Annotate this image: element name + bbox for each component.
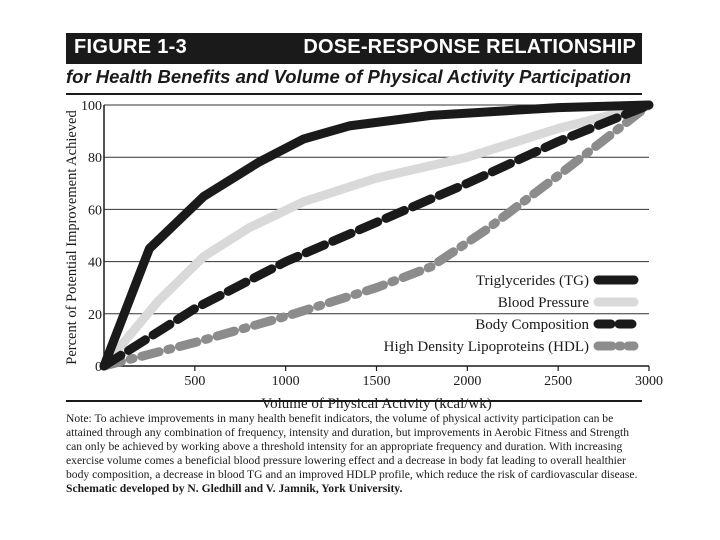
figure-title: DOSE-RESPONSE RELATIONSHIP xyxy=(303,36,636,58)
y-tick-label-40: 40 xyxy=(88,256,102,271)
y-tick-label-60: 60 xyxy=(88,203,102,218)
x-tick-label-1500: 1500 xyxy=(363,374,391,389)
note-text: Note: To achieve improvements in many he… xyxy=(66,412,638,481)
bottom-rule xyxy=(66,400,642,402)
figure-label: FIGURE 1-3 xyxy=(74,36,188,58)
figure-subtitle: for Health Benefits and Volume of Physic… xyxy=(66,66,632,87)
x-tick-label-3000: 3000 xyxy=(635,374,663,389)
x-tick-label-2000: 2000 xyxy=(453,374,481,389)
y-tick-label-20: 20 xyxy=(88,308,102,323)
y-tick-label-80: 80 xyxy=(88,151,102,166)
y-tick-label-0: 0 xyxy=(95,360,102,375)
series-line-triglycerides-tg xyxy=(99,100,654,371)
legend-label-blood-pressure: Blood Pressure xyxy=(498,295,590,311)
x-axis-title: Volume of Physical Activity (kcal/wk) xyxy=(261,396,492,412)
legend-label-body-composition: Body Composition xyxy=(475,317,589,333)
x-tick-label-2500: 2500 xyxy=(544,374,572,389)
series-line-body-composition xyxy=(99,100,654,371)
note-credit: Schematic developed by N. Gledhill and V… xyxy=(66,482,403,495)
series-line-high-density-lipoproteins-hdl xyxy=(99,100,654,371)
series-line-blood-pressure xyxy=(99,100,654,371)
y-axis-title: Percent of Potential Improvement Achieve… xyxy=(64,110,80,365)
figure-header-bar: FIGURE 1-3 DOSE-RESPONSE RELATIONSHIP xyxy=(66,33,642,64)
legend-label-triglycerides-tg: Triglycerides (TG) xyxy=(476,273,589,289)
x-tick-label-500: 500 xyxy=(184,374,205,389)
chart-note: Note: To achieve improvements in many he… xyxy=(66,412,646,496)
y-tick-label-100: 100 xyxy=(81,99,102,114)
top-rule xyxy=(66,93,642,95)
legend-label-high-density-lipoproteins-hdl: High Density Lipoproteins (HDL) xyxy=(384,339,589,355)
x-tick-label-1000: 1000 xyxy=(272,374,300,389)
